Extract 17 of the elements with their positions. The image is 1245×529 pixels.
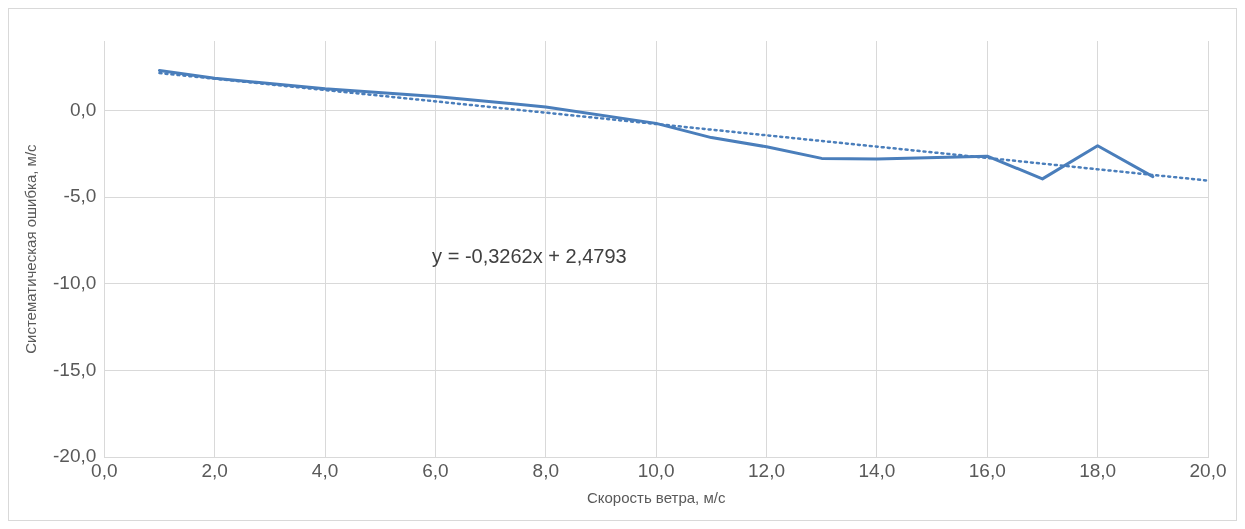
x-axis-title: Скорость ветра, м/с (586, 489, 726, 507)
y-axis-title: Систематическая ошибка, м/с (22, 143, 40, 354)
x-tick-label: 4,0 (311, 459, 339, 481)
x-tick-label: 16,0 (968, 459, 1006, 481)
x-tick-label: 20,0 (1189, 459, 1227, 481)
x-tick-label: 10,0 (637, 459, 675, 481)
x-tick-label: 8,0 (532, 459, 559, 481)
x-tick-label: 12,0 (748, 459, 786, 481)
y-tick-label: 0,0 (69, 98, 97, 120)
y-tick-label: -15,0 (52, 358, 97, 380)
y-tick-label: -5,0 (63, 185, 97, 207)
x-tick-label: 2,0 (201, 459, 228, 481)
x-tick-label: 18,0 (1079, 459, 1117, 481)
x-tick-label: 6,0 (422, 459, 449, 481)
x-tick-label: 14,0 (858, 459, 896, 481)
annotation: y = -0,3262x + 2,4793 (432, 244, 627, 267)
y-tick-label: -10,0 (52, 272, 97, 294)
